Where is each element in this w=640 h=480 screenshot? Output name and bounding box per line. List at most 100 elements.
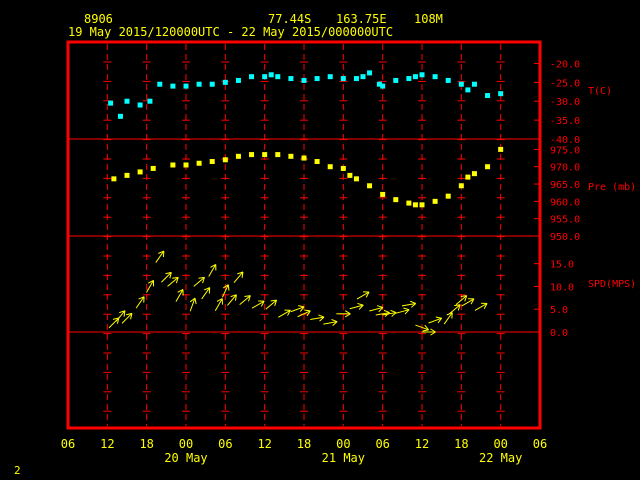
temperature-point bbox=[288, 76, 294, 82]
wind-arrow-head bbox=[119, 310, 126, 314]
wind-arrow-head bbox=[175, 277, 179, 284]
temperature-point bbox=[314, 76, 320, 82]
wind-arrow-head bbox=[344, 310, 351, 315]
pressure-point bbox=[465, 174, 471, 180]
wind-arrow bbox=[146, 279, 155, 293]
wind-arrow-shaft bbox=[115, 310, 126, 322]
temperature-point bbox=[406, 76, 412, 82]
x-tick-label: 00 bbox=[179, 437, 193, 451]
wind-arrow-head bbox=[260, 300, 265, 307]
wind-arrow bbox=[369, 305, 384, 313]
wind-arrow-head bbox=[460, 295, 467, 297]
wind-arrow-shaft bbox=[155, 250, 165, 263]
pressure-point bbox=[412, 202, 418, 208]
wind-arrow-head bbox=[358, 304, 364, 310]
wind-arrow-shaft bbox=[201, 287, 211, 300]
wind-arrow bbox=[121, 312, 133, 324]
wind-arrow-head bbox=[216, 298, 223, 302]
wind-arrow-head bbox=[138, 296, 145, 300]
wind-arrow bbox=[395, 307, 410, 315]
wind-arrow-shaft bbox=[227, 294, 237, 306]
temperature-ytick-label: -25.0 bbox=[550, 78, 580, 89]
temperature-point bbox=[376, 81, 382, 87]
temperature-point bbox=[412, 74, 418, 80]
pressure-point bbox=[445, 193, 451, 199]
pressure-ytick-label: 965.0 bbox=[550, 180, 580, 191]
pressure-point bbox=[340, 165, 346, 171]
temperature-point bbox=[268, 72, 274, 78]
pressure-point bbox=[249, 152, 255, 158]
pressure-point bbox=[288, 153, 294, 159]
wind-arrow bbox=[208, 263, 217, 277]
pressure-point bbox=[458, 183, 464, 189]
wind-arrow-shaft bbox=[443, 312, 453, 325]
time-grid bbox=[103, 44, 505, 426]
wind-arrow-head bbox=[158, 250, 164, 254]
wind-arrow bbox=[265, 299, 278, 310]
wind-arrow bbox=[221, 284, 230, 298]
temperature-point bbox=[170, 83, 176, 89]
temperature-point bbox=[458, 81, 464, 87]
wind-arrow-head bbox=[237, 271, 244, 275]
wind-arrow-shaft bbox=[395, 309, 410, 314]
pressure-point bbox=[111, 176, 117, 182]
wind-arrow-head bbox=[130, 313, 133, 320]
temperature-point bbox=[471, 81, 477, 87]
wind-arrow-head bbox=[203, 287, 210, 291]
wind-arrow-shaft bbox=[375, 312, 390, 316]
wind-arrow-head bbox=[390, 309, 397, 314]
wind-arrow-head bbox=[287, 310, 291, 316]
x-tick-label: 00 bbox=[493, 437, 507, 451]
pressure-point bbox=[150, 165, 156, 171]
wind-arrow bbox=[455, 295, 468, 305]
date-label: 20 May bbox=[164, 451, 207, 465]
wind-arrow-shaft bbox=[449, 304, 461, 315]
wind-ytick-label: 5.0 bbox=[550, 305, 568, 316]
wind-arrow-shaft bbox=[356, 291, 370, 300]
pressure-point bbox=[419, 202, 425, 208]
wind-arrow bbox=[214, 298, 223, 311]
pressure-point bbox=[222, 157, 228, 163]
wind-arrow-shaft bbox=[428, 317, 442, 324]
plot-frame bbox=[66, 40, 542, 430]
temperature-point bbox=[117, 113, 123, 119]
wind-arrow bbox=[356, 291, 370, 300]
pressure-point bbox=[137, 169, 143, 175]
wind-arrow-head bbox=[230, 294, 237, 298]
wind-arrow-head bbox=[270, 299, 277, 302]
wind-arrow-shaft bbox=[233, 271, 244, 284]
wind-arrow-head bbox=[306, 310, 311, 317]
wind-arrow-shaft bbox=[297, 310, 311, 318]
temperature-point bbox=[196, 81, 202, 87]
wind-arrow-head bbox=[189, 297, 196, 303]
wind-arrow-shaft bbox=[189, 297, 196, 312]
temperature-point bbox=[209, 81, 215, 87]
wind-arrow bbox=[349, 302, 364, 310]
wind-arrow-head bbox=[194, 297, 197, 305]
wind-arrow bbox=[474, 302, 488, 311]
wind-arrow-head bbox=[241, 271, 244, 278]
wind-arrow-shaft bbox=[323, 321, 338, 325]
x-tick-label: 18 bbox=[454, 437, 468, 451]
temperature-point bbox=[353, 76, 359, 82]
pressure-point bbox=[196, 160, 202, 166]
x-axis: 06 12 18 00 06 12 18 00 06 12 18 00 06 20 May 21 May 22… bbox=[61, 437, 547, 465]
wind-arrow bbox=[278, 309, 291, 318]
pressure-series bbox=[111, 146, 504, 208]
wind-arrow bbox=[201, 287, 211, 300]
pressure-ytick-label: 975.0 bbox=[550, 145, 580, 156]
wind-arrow bbox=[297, 309, 311, 318]
temperature-ytick-label: -30.0 bbox=[550, 97, 580, 108]
wind-arrow-head bbox=[210, 263, 216, 268]
pressure-point bbox=[353, 176, 359, 182]
wind-arrow-shaft bbox=[146, 280, 154, 293]
temperature-point bbox=[340, 76, 346, 82]
wind-arrow-head bbox=[383, 309, 390, 314]
wind-arrow-head bbox=[125, 312, 133, 316]
temperature-point bbox=[222, 79, 228, 85]
wind-arrow-shaft bbox=[455, 295, 468, 305]
pressure-point bbox=[327, 164, 333, 170]
x-tick-label: 06 bbox=[375, 437, 389, 451]
wind-arrow bbox=[323, 319, 338, 327]
